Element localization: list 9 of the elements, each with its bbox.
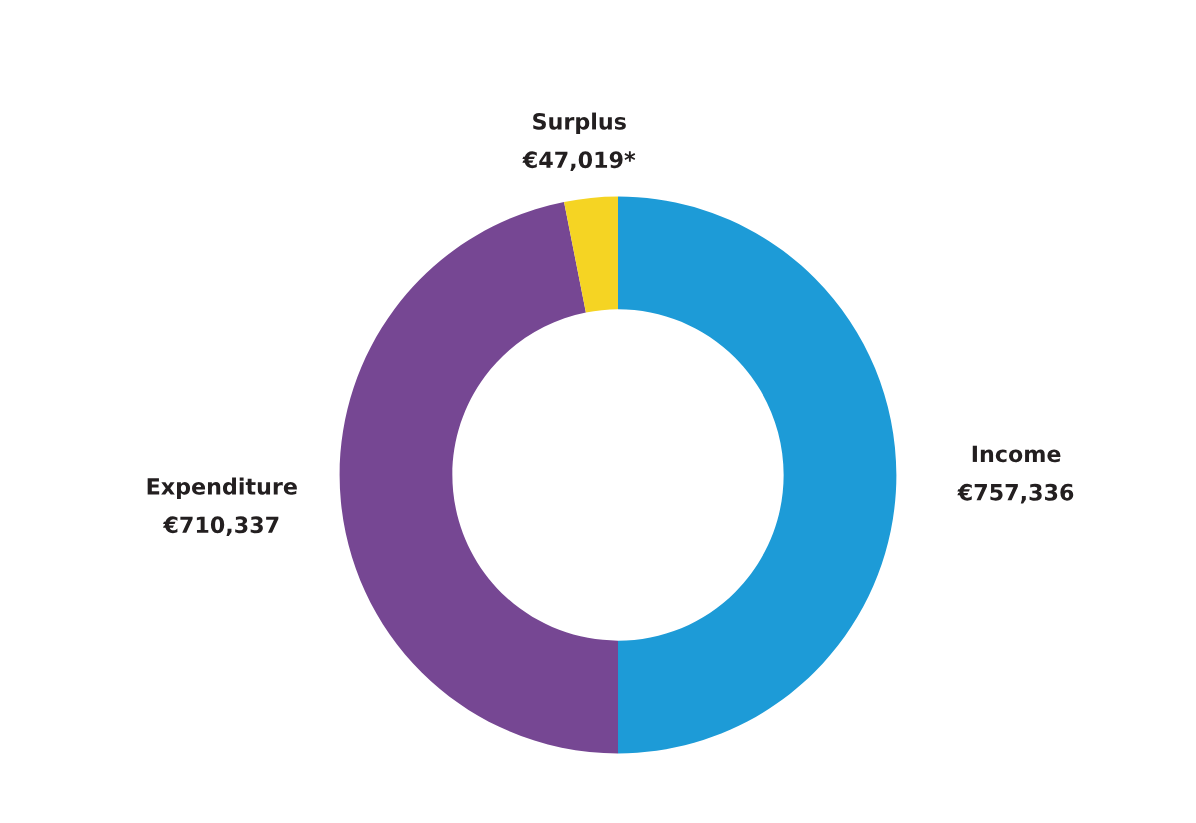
- data-label: €710,337: [163, 516, 279, 537]
- data-label: €757,336: [957, 483, 1074, 504]
- donut-slice: [618, 196, 897, 754]
- slice-label: Expenditure: [147, 477, 297, 500]
- donut-slice: [564, 196, 618, 313]
- donut-slice: [339, 201, 619, 754]
- slice-label: Surplus: [533, 112, 626, 135]
- slice-label: Income: [972, 445, 1061, 463]
- data-label: €47,019*: [522, 151, 636, 171]
